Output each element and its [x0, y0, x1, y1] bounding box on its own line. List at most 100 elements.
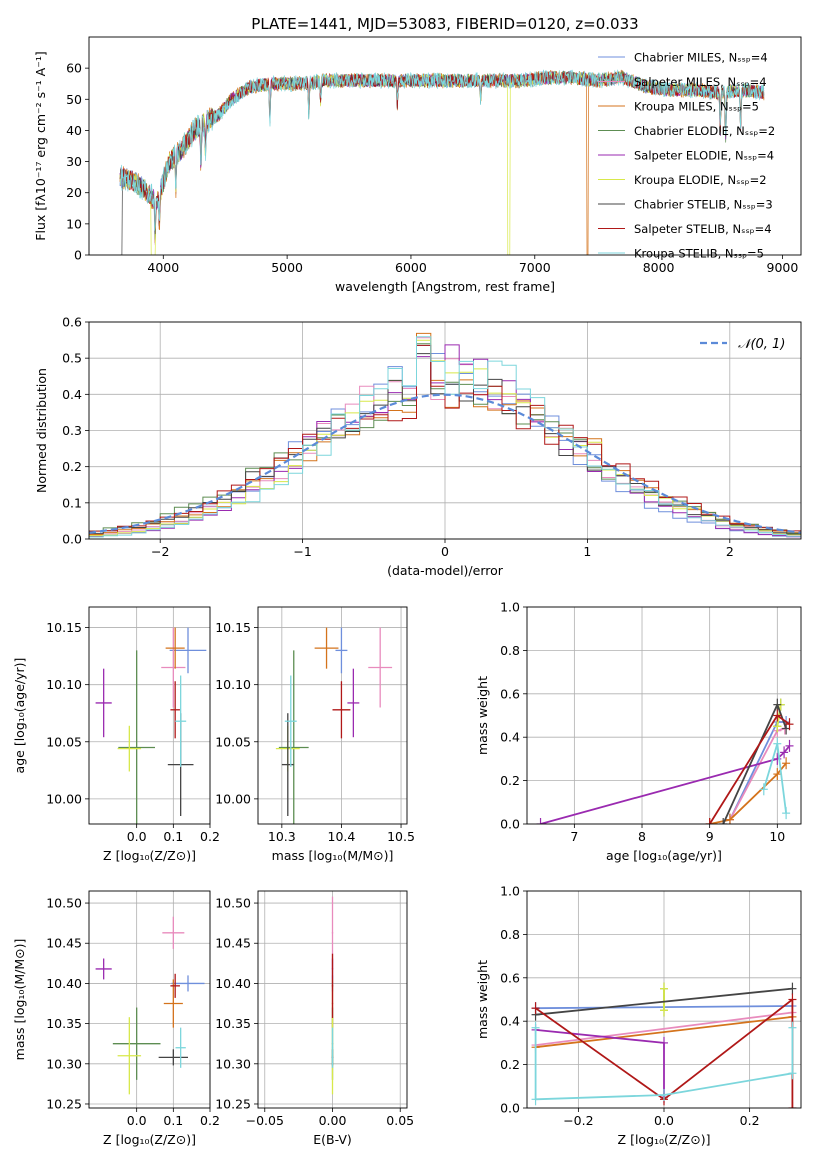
y-tick-label: 10.15: [215, 620, 251, 635]
y-tick-label: 0.1: [62, 495, 82, 510]
histogram-kroupa-stelib: [89, 336, 801, 538]
legend-label: Salpeter ELODIE, Nₛₛₚ=4: [634, 149, 774, 163]
legend-label: Chabrier ELODIE, Nₛₛₚ=2: [634, 124, 775, 138]
axes-frame: [88, 890, 211, 1109]
weight-vs-z-panel: −0.2 0.0 0.2 0.0 0.2 0.4 0.6 0.8 1.0 Z [log₁₀(Z/Z…: [475, 884, 802, 1147]
plot-area: [275, 627, 393, 824]
x-tick-label: −0.05: [246, 1113, 284, 1128]
age-vs-z-panel: 0.0 0.1 0.2 10.00 10.05 10.10 10.15 Z [log₁₀(Z/…: [12, 606, 220, 863]
y-tick-label: 1.0: [500, 600, 520, 615]
y-axis-label: Flux [fλ10⁻¹⁷ erg cm⁻² s⁻¹ A⁻¹]: [33, 51, 48, 240]
x-tick-label: 0.0: [654, 1113, 674, 1128]
x-tick-label: 1: [583, 544, 591, 559]
x-tick-label: 2: [726, 544, 734, 559]
y-tick-label: 30: [66, 154, 82, 169]
plot-area: [536, 698, 794, 824]
x-tick-label: 10.3: [268, 829, 296, 844]
legend-label: Kroupa ELODIE, Nₛₛₚ=2: [634, 173, 767, 187]
y-tick-label: 10.50: [215, 896, 251, 911]
legend-label: Chabrier STELIB, Nₛₛₚ=3: [634, 198, 773, 212]
legend-label: Salpeter STELIB, Nₛₛₚ=4: [634, 222, 772, 236]
y-tick-label: 60: [66, 61, 82, 76]
y-axis-label: Normed distribution: [34, 368, 49, 493]
y-tick-label: 0.6: [500, 970, 520, 985]
plot-area: [531, 982, 797, 1108]
weight-line-chabrier-stelib: [535, 987, 793, 1016]
x-axis-label: wavelength [Angstrom, rest frame]: [335, 279, 555, 294]
plot-area: [89, 332, 801, 538]
x-tick-label: 8000: [643, 260, 675, 275]
y-tick-label: 0.2: [500, 1057, 520, 1072]
y-axis-label: mass [log₁₀(M/M⊙)]: [12, 939, 27, 1061]
mass-vs-ebv-panel: −0.05 0.00 0.05 10.25 10.30 10.35 10.40 10.45 10…: [215, 890, 414, 1147]
axes-frame: [88, 36, 802, 256]
weight-line-kroupa-miles: [709, 762, 787, 824]
y-tick-label: 0.8: [500, 643, 520, 658]
y-tick-label: 0.0: [500, 817, 520, 832]
y-tick-label: 10.15: [46, 620, 82, 635]
x-tick-label: 6000: [395, 260, 427, 275]
x-tick-label: 10.4: [328, 829, 356, 844]
y-tick-label: 1.0: [500, 884, 520, 899]
y-axis-label: age [log₁₀(age/yr)]: [12, 658, 27, 774]
y-tick-label: 10.35: [46, 1016, 82, 1031]
x-tick-label: 5000: [271, 260, 303, 275]
legend-label: Chabrier MILES, Nₛₛₚ=4: [634, 51, 768, 65]
y-tick-label: 10.40: [215, 976, 251, 991]
residuals-panel: −2 −1 0 1 2 0.0 0.1 0.2 0.3 0.4 0.5 0.6 (data-model)…: [34, 315, 802, 578]
weight-line-kroupa-miles: [535, 1016, 793, 1049]
y-tick-label: 10.30: [215, 1056, 251, 1071]
y-tick-label: 10.00: [46, 791, 82, 806]
y-tick-label: 0.4: [62, 387, 82, 402]
x-tick-label: 0.0: [127, 1113, 147, 1128]
x-tick-label: 0.2: [200, 829, 220, 844]
legend-label: Kroupa STELIB, Nₛₛₚ=5: [634, 247, 764, 261]
y-tick-label: 10.50: [46, 896, 82, 911]
x-tick-label: 7000: [519, 260, 551, 275]
x-tick-label: 0.1: [163, 829, 183, 844]
x-tick-label: 9000: [767, 260, 799, 275]
x-axis-label: Z [log₁₀(Z/Z⊙)]: [618, 1132, 711, 1147]
plot-area: [331, 896, 334, 1095]
y-tick-label: 0.4: [500, 730, 520, 745]
y-tick-label: 10.25: [215, 1096, 251, 1111]
x-tick-label: 10.5: [387, 829, 415, 844]
x-tick-label: 0.00: [319, 1113, 347, 1128]
spectrum-line-kroupa-stelib: [119, 69, 765, 231]
weight-vs-age-panel: 7 8 9 10 0.0 0.2 0.4 0.6 0.8 1.0 age [log₁₀(age/yr…: [475, 600, 802, 863]
y-tick-label: 0.5: [62, 351, 82, 366]
y-tick-label: 0.4: [500, 1014, 520, 1029]
axes-frame: [257, 606, 408, 825]
x-axis-label: (data-model)/error: [387, 563, 504, 578]
x-tick-label: 0.1: [163, 1113, 183, 1128]
y-tick-label: 40: [66, 123, 82, 138]
x-axis-label: mass [log₁₀(M/M⊙)]: [272, 848, 394, 863]
legend-label-normal: 𝒩(0, 1): [738, 337, 785, 352]
x-tick-label: 4000: [147, 260, 179, 275]
spectrum-panel: 4000 5000 6000 7000 8000 9000 0 10 20 30 40 50 60 wav…: [33, 36, 802, 294]
plot-area: [95, 627, 207, 824]
x-tick-label: −1: [293, 544, 311, 559]
y-tick-label: 0: [74, 248, 82, 263]
x-tick-label: −0.2: [563, 1113, 593, 1128]
y-tick-label: 0.8: [500, 927, 520, 942]
age-vs-mass-panel: 10.3 10.4 10.5 10.00 10.05 10.10 10.15 mass [lo…: [215, 606, 415, 863]
x-axis-label: E(B-V): [313, 1132, 352, 1147]
y-tick-label: 10.05: [215, 734, 251, 749]
x-tick-label: 0.2: [740, 1113, 760, 1128]
x-tick-label: 8: [638, 829, 646, 844]
y-tick-label: 10.10: [215, 677, 251, 692]
x-axis-label: age [log₁₀(age/yr)]: [606, 848, 722, 863]
x-axis-label: Z [log₁₀(Z/Z⊙)]: [103, 1132, 196, 1147]
y-tick-label: 0.0: [62, 532, 82, 547]
y-tick-label: 10.45: [46, 936, 82, 951]
x-tick-label: −2: [151, 544, 169, 559]
spectrum-legend: Chabrier MILES, Nₛₛₚ=4 Salpeter MILES, Nₛ…: [598, 51, 775, 261]
y-tick-label: 20: [66, 185, 82, 200]
y-tick-label: 0.6: [62, 315, 82, 330]
y-axis-label: mass weight: [475, 676, 490, 755]
y-axis-label: mass weight: [475, 960, 490, 1039]
y-tick-label: 10.40: [46, 976, 82, 991]
y-tick-label: 0.0: [500, 1101, 520, 1116]
